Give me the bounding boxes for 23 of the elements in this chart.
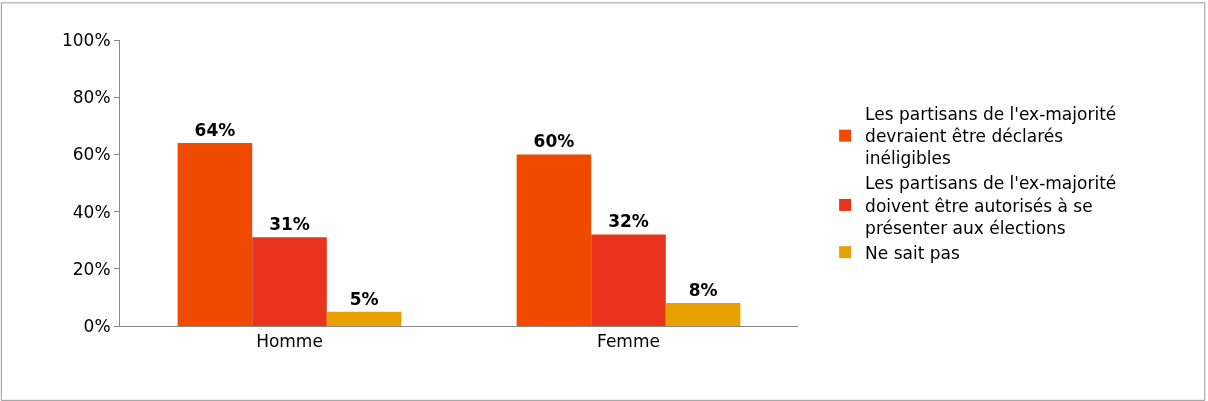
- data-label: 8%: [688, 280, 718, 301]
- y-tick-label: 0%: [83, 315, 111, 336]
- bar: [516, 154, 592, 326]
- bar: [252, 237, 327, 326]
- data-label: 32%: [608, 211, 649, 232]
- y-tick-label: 80%: [72, 87, 111, 108]
- data-label: 5%: [349, 288, 379, 309]
- x-tick-label: Femme: [597, 331, 660, 352]
- bar: [326, 311, 402, 326]
- data-label: 64%: [194, 119, 236, 140]
- data-label: 60%: [533, 131, 575, 152]
- y-tick-label: 100%: [61, 29, 111, 50]
- legend-label: Les partisans de l'ex-majorité doivent être autorisés à se présenter aux élections: [865, 173, 1117, 238]
- legend-label: Ne sait pas: [865, 242, 960, 263]
- y-tick-label: 40%: [72, 201, 111, 222]
- y-tick-label: 20%: [72, 258, 111, 279]
- bar: [591, 234, 666, 326]
- bar: [177, 142, 253, 326]
- bar: [665, 303, 741, 326]
- legend-label: Les partisans de l'ex-majorité devraient être déclarés inéligibles: [865, 104, 1117, 169]
- data-label: 31%: [269, 214, 310, 235]
- x-tick-label: Homme: [256, 331, 323, 352]
- y-tick-label: 60%: [72, 144, 111, 165]
